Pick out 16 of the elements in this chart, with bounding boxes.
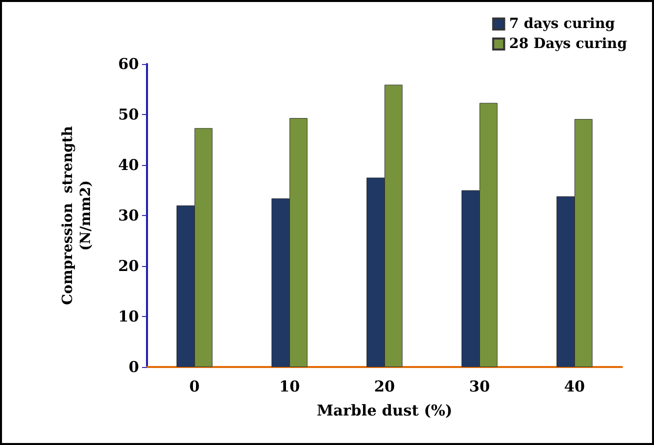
x-tick-label: 30 [469,378,490,396]
x-tick-label: 20 [374,378,395,396]
x-tick-label: 10 [279,378,300,396]
legend-label: 7 days curing [509,16,616,32]
y-tick-label: 30 [118,206,139,224]
y-tick-label: 20 [118,257,139,275]
legend-label: 28 Days curing [509,36,628,52]
y-tick-label: 60 [118,55,139,73]
x-tick-label: 0 [189,378,200,396]
x-axis-title: Marble dust (%) [316,402,452,420]
y-tick-label: 40 [118,156,139,174]
y-tick-label: 50 [118,106,139,124]
x-tick-label: 40 [564,378,585,396]
y-tick-label: 0 [128,358,139,376]
y-tick-label: 10 [118,308,139,326]
y-axis-title: Compression strength (N/mm2) [60,126,94,305]
